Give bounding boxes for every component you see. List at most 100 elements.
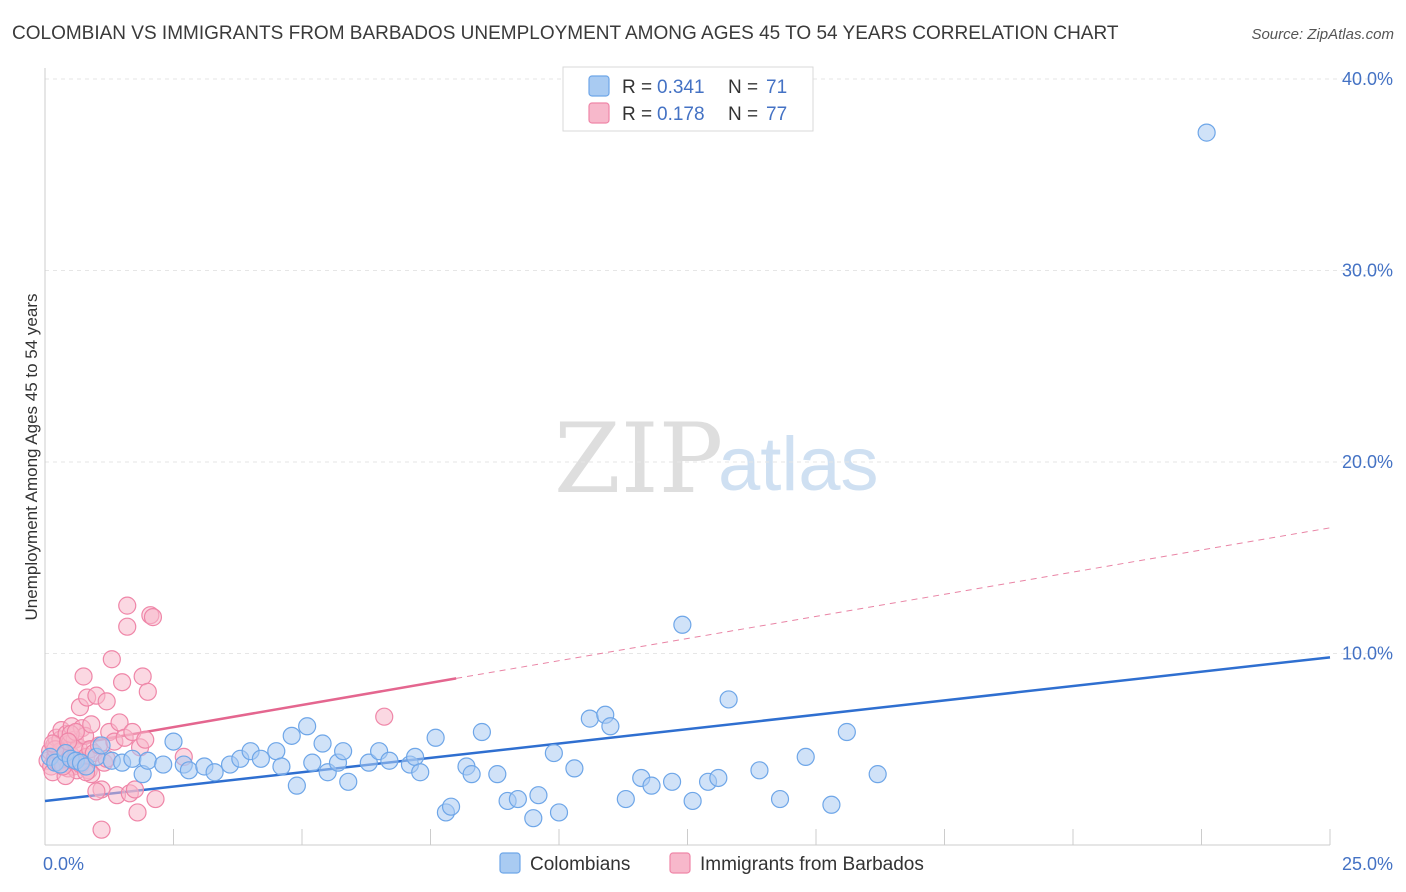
- point-colombians-44: [441, 797, 461, 816]
- point-barbados-68: [87, 782, 106, 801]
- point-colombians-29: [298, 717, 317, 736]
- x-tick-label-0: 0.0%: [43, 854, 84, 874]
- point-barbados-59: [92, 820, 111, 839]
- point-barbados-54: [136, 730, 155, 749]
- legend-n-label-1: N =: [728, 104, 758, 125]
- point-barbados-33: [82, 715, 101, 734]
- point-colombians-55: [565, 759, 584, 778]
- y-tick-label-1: 20.0%: [1342, 452, 1393, 472]
- point-colombians-74: [1197, 123, 1216, 142]
- legend-r-value-1: 0.178: [657, 104, 705, 125]
- point-colombians-12: [123, 749, 142, 768]
- point-barbados-50: [125, 780, 145, 799]
- point-colombians-62: [662, 772, 682, 791]
- point-barbados-58: [146, 789, 165, 809]
- point-colombians-53: [544, 743, 563, 763]
- point-barbados-55: [138, 682, 157, 701]
- y-tick-labels: 10.0% 20.0% 30.0% 40.0%: [1342, 69, 1393, 664]
- point-colombians-58: [601, 717, 620, 736]
- trend-line-0: [44, 656, 1331, 803]
- x-tick-labels: 0.0% 25.0%: [43, 854, 1393, 874]
- point-colombians-40: [405, 747, 425, 767]
- gridlines: [45, 78, 1380, 654]
- point-colombians-47: [472, 722, 491, 742]
- legend-r-label-0: R =: [622, 77, 652, 98]
- point-colombians-50: [508, 789, 527, 809]
- point-colombians-73: [868, 765, 887, 784]
- point-colombians-36: [359, 753, 378, 772]
- point-barbados-72: [375, 707, 394, 726]
- legend-r-label-1: R =: [622, 104, 652, 125]
- legend-bottom: Colombians Immigrants from Barbados: [499, 852, 924, 875]
- legend-n-value-0: 71: [766, 77, 787, 98]
- bottom-legend-label-colombians: Colombians: [530, 854, 630, 875]
- bottom-legend-swatch-colombians: [499, 852, 521, 874]
- y-tick-label-2: 30.0%: [1342, 261, 1393, 281]
- point-colombians-18: [179, 761, 199, 780]
- point-colombians-30: [303, 753, 322, 772]
- point-colombians-24: [251, 749, 270, 768]
- point-barbados-53: [133, 667, 152, 686]
- legend-n-label-0: N =: [728, 77, 758, 98]
- point-colombians-48: [488, 765, 507, 784]
- point-colombians-61: [642, 776, 661, 795]
- point-colombians-54: [549, 803, 569, 822]
- point-barbados-47: [118, 596, 137, 615]
- legend-top: R = 0.341 N = 71 R = 0.178 N = 77: [562, 66, 814, 132]
- point-colombians-51: [524, 809, 543, 828]
- chart-title: COLOMBIAN VS IMMIGRANTS FROM BARBADOS UN…: [12, 23, 1119, 44]
- point-colombians-42: [426, 728, 445, 747]
- point-colombians-38: [380, 751, 399, 770]
- point-colombians-67: [719, 690, 738, 709]
- point-colombians-56: [580, 709, 599, 728]
- point-colombians-34: [334, 742, 353, 761]
- watermark-atlas: atlas: [718, 422, 879, 507]
- point-colombians-66: [709, 768, 728, 788]
- point-colombians-52: [529, 786, 548, 805]
- legend-r-value-0: 0.341: [657, 77, 705, 98]
- watermark: ZIP atlas: [554, 403, 879, 515]
- point-colombians-46: [462, 765, 481, 784]
- point-colombians-28: [287, 776, 306, 795]
- point-colombians-14: [138, 751, 157, 770]
- point-barbados-51: [128, 803, 147, 822]
- x-tick-label-1: 25.0%: [1342, 854, 1393, 874]
- point-colombians-63: [673, 615, 692, 634]
- point-colombians-41: [411, 763, 430, 782]
- point-colombians-64: [683, 791, 702, 811]
- point-colombians-27: [282, 726, 301, 745]
- bottom-legend-label-barbados: Immigrants from Barbados: [700, 854, 924, 875]
- point-barbados-39: [97, 692, 116, 711]
- axes: [44, 68, 1331, 846]
- point-colombians-26: [272, 757, 291, 776]
- point-colombians-71: [822, 795, 841, 814]
- data-points: [38, 123, 1216, 839]
- bottom-legend-swatch-barbados: [669, 852, 691, 874]
- legend-swatch-colombians: [588, 75, 610, 97]
- y-tick-label-3: 40.0%: [1342, 69, 1393, 89]
- point-barbados-57: [143, 608, 163, 627]
- point-barbados-60: [118, 617, 137, 636]
- point-colombians-25: [267, 742, 286, 761]
- watermark-zip: ZIP: [554, 403, 723, 515]
- trend-line-dashed-1: [456, 527, 1331, 679]
- point-colombians-59: [616, 789, 635, 809]
- legend-swatch-barbados: [588, 102, 610, 124]
- y-tick-label-0: 10.0%: [1342, 644, 1393, 664]
- point-colombians-70: [796, 747, 815, 767]
- point-colombians-20: [205, 763, 224, 782]
- point-colombians-16: [164, 732, 183, 751]
- point-colombians-15: [154, 755, 173, 774]
- point-barbados-41: [102, 650, 121, 669]
- chart-source: Source: ZipAtlas.com: [1251, 26, 1394, 43]
- point-colombians-69: [770, 789, 790, 809]
- point-barbados-27: [74, 667, 93, 686]
- point-barbados-45: [112, 673, 132, 692]
- point-colombians-35: [339, 772, 358, 791]
- point-colombians-68: [750, 761, 769, 780]
- legend-n-value-1: 77: [766, 104, 787, 125]
- point-colombians-9: [92, 736, 111, 755]
- point-colombians-72: [837, 722, 856, 742]
- point-colombians-31: [313, 734, 332, 753]
